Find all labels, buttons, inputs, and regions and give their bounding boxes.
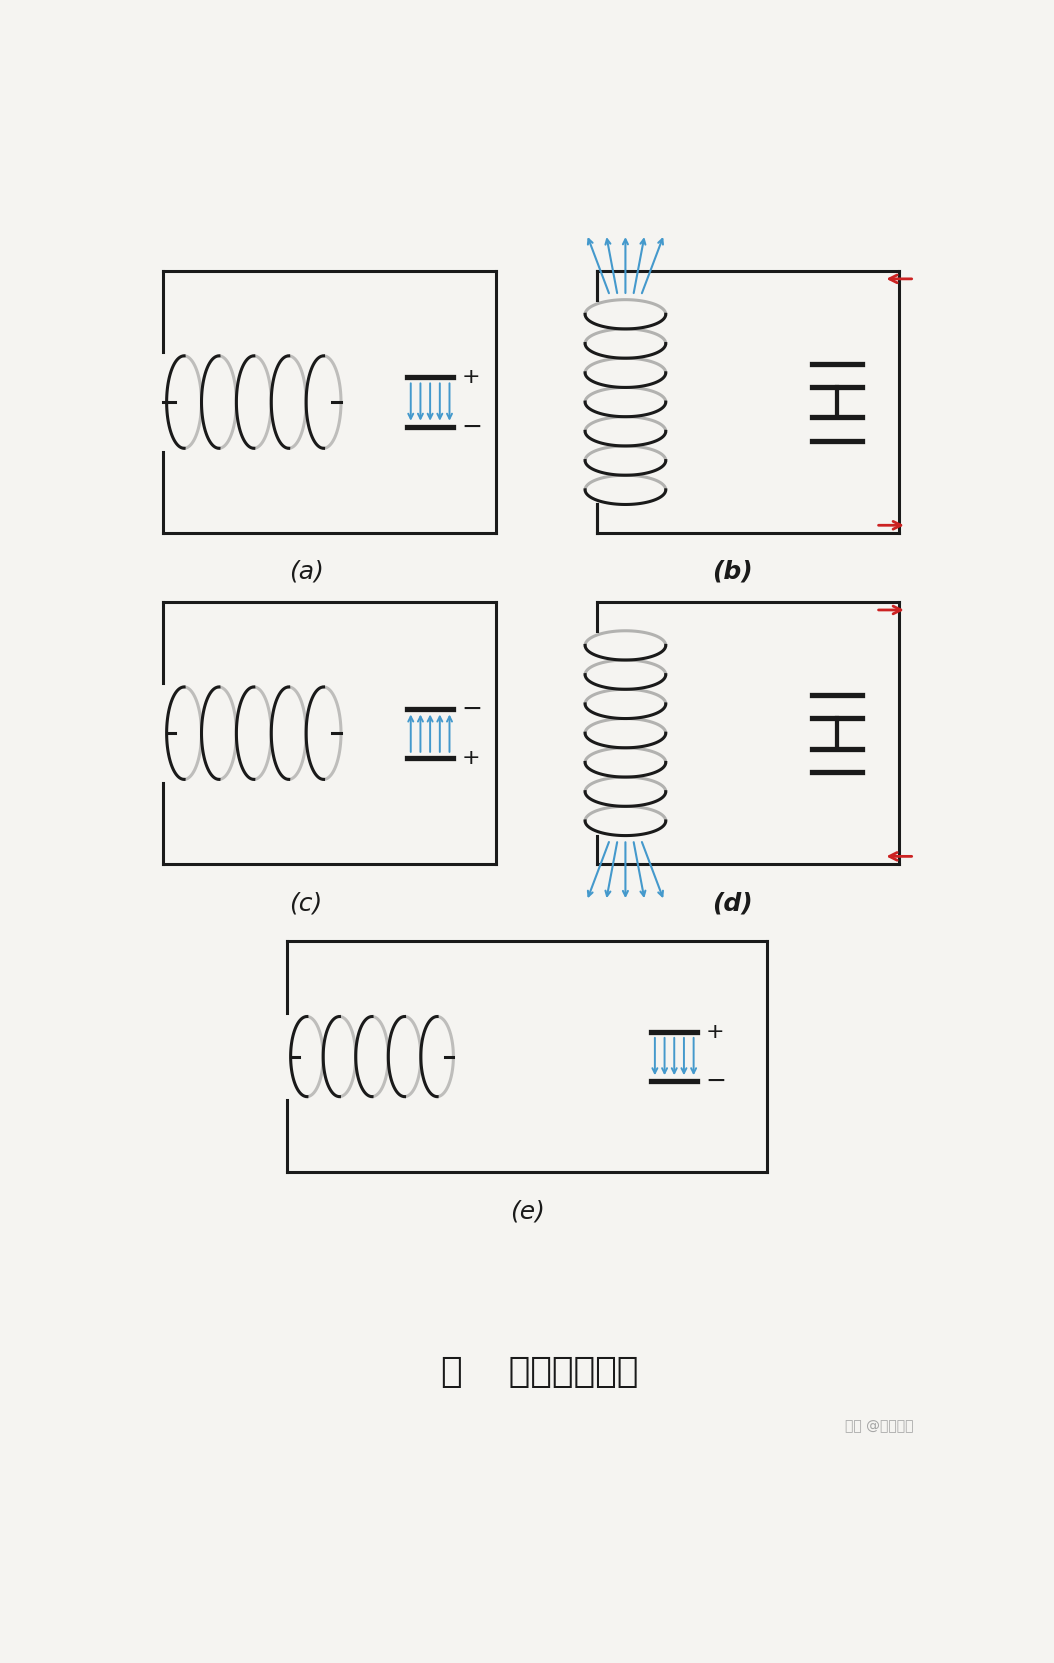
Text: −: − (705, 1069, 726, 1093)
Text: 知乎 @悟理晓章: 知乎 @悟理晓章 (844, 1419, 913, 1434)
Text: −: − (462, 697, 482, 720)
Text: −: − (462, 414, 482, 439)
Text: (c): (c) (290, 891, 323, 915)
Text: +: + (705, 1023, 724, 1043)
Text: (b): (b) (713, 560, 753, 584)
Text: (a): (a) (289, 560, 324, 584)
Text: +: + (462, 748, 480, 768)
Text: 甲    电磁振荡过程: 甲 电磁振荡过程 (442, 1355, 639, 1389)
Text: (e): (e) (509, 1199, 545, 1222)
Text: +: + (462, 368, 480, 387)
Text: (d): (d) (713, 891, 753, 915)
